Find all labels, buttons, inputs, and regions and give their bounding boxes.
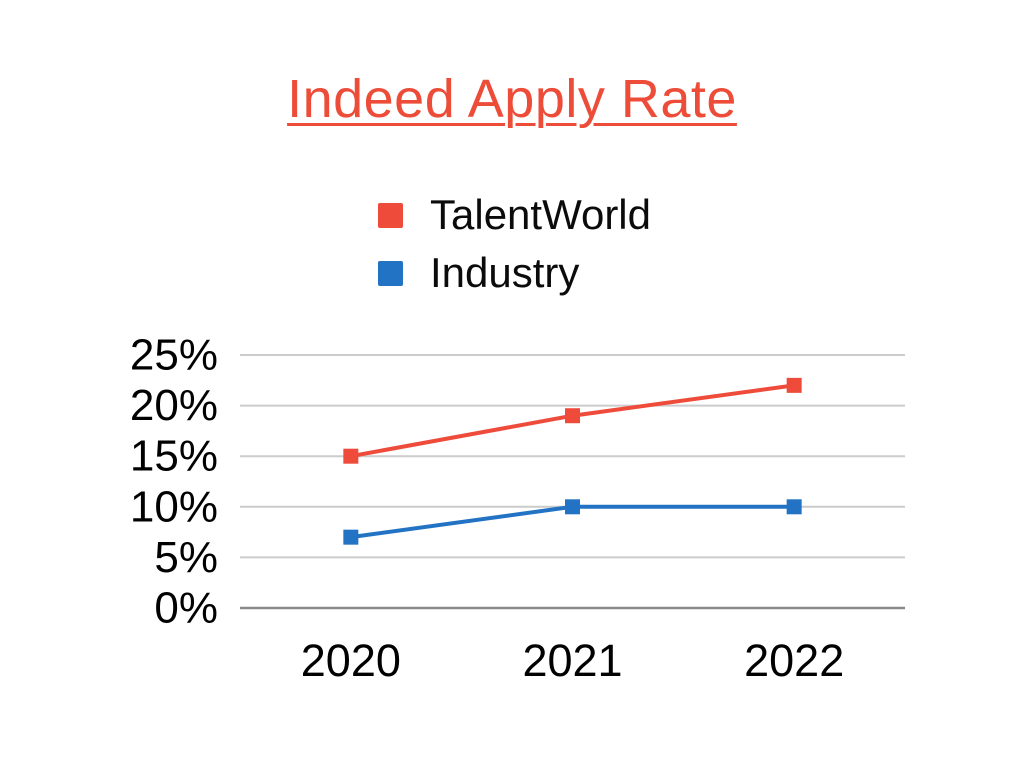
chart-title: Indeed Apply Rate (287, 69, 737, 129)
legend-item-industry: Industry (378, 248, 651, 298)
y-tick-label: 20% (130, 381, 218, 430)
y-tick-label: 10% (130, 482, 218, 531)
legend-swatch-square-icon (378, 260, 403, 286)
data-point-talentworld-2020 (343, 448, 359, 464)
legend-label: TalentWorld (430, 191, 651, 238)
y-tick-label: 0% (154, 584, 218, 633)
legend-swatch-square-icon (378, 202, 403, 228)
legend-label: Industry (430, 249, 580, 296)
data-point-industry-2022 (786, 499, 802, 515)
data-point-talentworld-2021 (565, 408, 580, 424)
title-row: Indeed Apply Rate (0, 66, 1024, 134)
x-tick-label: 2022 (744, 635, 844, 686)
y-tick-label: 15% (130, 432, 218, 481)
data-point-industry-2021 (565, 499, 580, 515)
x-tick-label: 2021 (522, 635, 622, 686)
y-tick-label: 25% (130, 331, 218, 380)
legend-item-talentworld: TalentWorld (378, 190, 651, 240)
data-point-talentworld-2022 (786, 377, 802, 393)
x-tick-label: 2020 (301, 635, 401, 686)
data-point-industry-2020 (343, 529, 359, 545)
y-tick-label: 5% (154, 533, 218, 582)
chart-legend: TalentWorld Industry (378, 190, 651, 298)
